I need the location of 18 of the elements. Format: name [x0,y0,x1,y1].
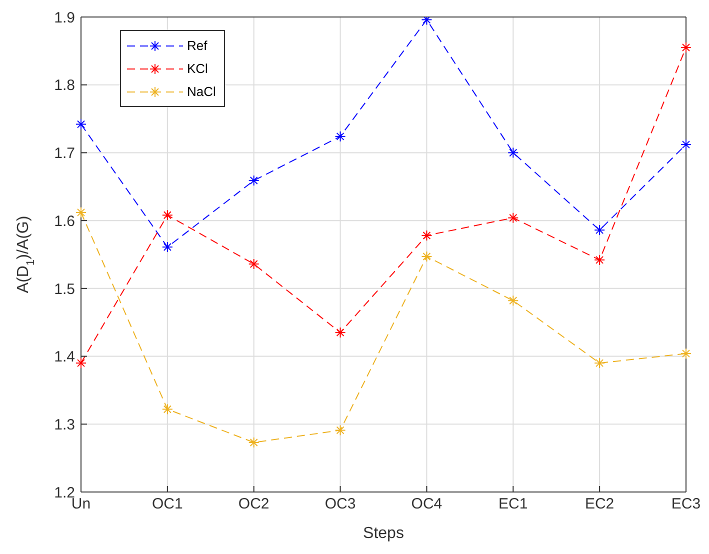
legend-label: Ref [187,38,208,53]
x-tick-label: OC2 [238,496,270,513]
x-axis-title: Steps [363,525,404,542]
legend-label: NaCl [187,84,216,99]
x-tick-label: OC1 [152,496,183,513]
y-tick-label: 1.4 [54,348,75,366]
y-tick-label: 1.8 [54,77,75,94]
y-tick-label: 1.9 [54,9,75,26]
x-tick-label: OC3 [324,496,356,513]
y-tick-label: 1.7 [54,145,75,162]
x-tick-label: EC2 [584,496,614,513]
y-tick-label: 1.5 [54,280,75,298]
x-tick-label: EC1 [498,496,528,513]
x-tick-label: OC4 [411,496,442,513]
legend-label: KCl [187,61,208,76]
y-tick-label: 1.6 [54,212,75,230]
x-tick-label: EC3 [671,496,701,513]
y-tick-label: 1.3 [54,416,75,434]
